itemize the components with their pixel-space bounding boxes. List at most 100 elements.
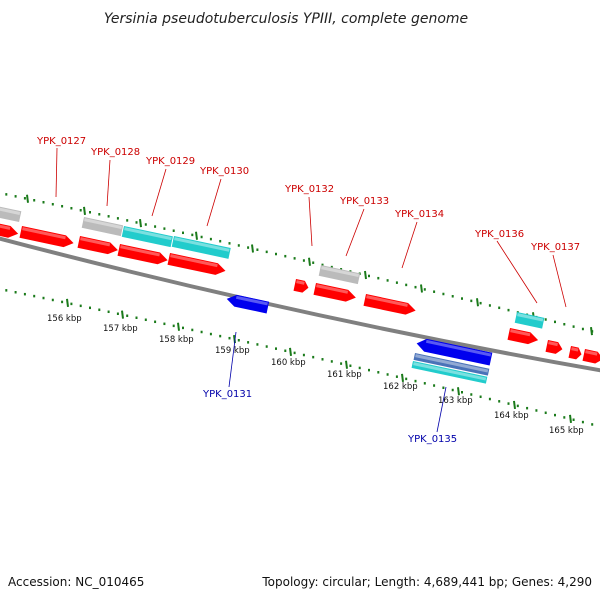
feature-cds-forward[interactable]: [77, 236, 120, 256]
feature-other[interactable]: [0, 205, 22, 222]
tick-minor: [163, 227, 166, 230]
tick-minor: [256, 343, 259, 346]
label-leader: [308, 196, 313, 247]
tick-minor: [526, 406, 529, 410]
genome-backbone: [0, 236, 600, 373]
tick-minor: [535, 409, 538, 412]
label-leader: [552, 254, 567, 308]
feature-cds-forward[interactable]: [568, 346, 583, 360]
tick-minor: [219, 239, 222, 243]
tick-major: [251, 244, 254, 253]
gene-label-ypk-0135[interactable]: YPK_0135: [407, 434, 457, 445]
ruler-label: 163 kbp: [438, 396, 473, 406]
tick-minor: [126, 219, 129, 222]
tick-minor: [42, 296, 45, 300]
tick-minor: [461, 391, 463, 394]
tick-minor: [219, 334, 222, 338]
ruler-label: 162 kbp: [383, 382, 418, 392]
tick-major: [139, 219, 142, 228]
tick-minor: [423, 382, 426, 385]
tick-minor: [488, 397, 491, 401]
gene-label-ypk-0137[interactable]: YPK_0137: [530, 242, 580, 253]
tick-minor: [302, 353, 305, 357]
label-leader: [206, 178, 222, 227]
feature-cds-forward[interactable]: [167, 253, 227, 277]
tick-minor: [265, 250, 268, 254]
tick-minor: [442, 292, 445, 296]
reverse-gene-labels: YPK_0131 YPK_0135: [202, 389, 457, 445]
gene-label-ypk-0128[interactable]: YPK_0128: [90, 147, 140, 158]
feature-cds-reverse[interactable]: [415, 337, 493, 366]
tick-minor: [107, 310, 110, 314]
feature-other[interactable]: [81, 217, 124, 237]
tick-major: [590, 326, 593, 336]
tick-minor: [544, 318, 547, 321]
tick-minor: [98, 213, 101, 216]
tick-minor: [237, 339, 240, 342]
tick-minor: [395, 281, 398, 284]
tick-minor: [498, 306, 501, 310]
feature-rna[interactable]: [411, 361, 488, 384]
feature-other[interactable]: [318, 265, 361, 285]
feature-cds-reverse[interactable]: [226, 293, 270, 314]
tick-minor: [5, 193, 8, 196]
map-title: Yersinia pseudotuberculosis YPIII, compl…: [104, 11, 468, 27]
tick-minor: [591, 423, 594, 426]
tick-minor: [126, 314, 129, 318]
tick-minor: [163, 322, 166, 326]
tick-minor: [358, 366, 361, 370]
forward-gene-labels: YPK_0127 YPK_0128 YPK_0129 YPK_0130 YPK_…: [36, 136, 580, 253]
feature-rna[interactable]: [121, 226, 173, 248]
tick-minor: [581, 327, 584, 331]
tick-minor: [442, 386, 445, 390]
gene-label-ypk-0129[interactable]: YPK_0129: [145, 156, 195, 167]
tick-minor: [98, 308, 101, 312]
tick-minor: [275, 347, 277, 350]
tick-minor: [247, 246, 250, 249]
gene-label-ypk-0132[interactable]: YPK_0132: [284, 184, 334, 195]
tick-minor: [330, 360, 333, 363]
feature-cds-forward[interactable]: [582, 349, 600, 365]
inner-tick-ring: [5, 289, 594, 426]
tick-minor: [507, 402, 510, 405]
tick-minor: [470, 393, 473, 396]
tick-minor: [312, 355, 315, 359]
feature-cds-forward[interactable]: [545, 340, 564, 355]
feature-cds-forward[interactable]: [507, 328, 540, 346]
tick-minor: [172, 324, 175, 328]
tick-minor: [349, 364, 352, 368]
tick-minor: [284, 349, 287, 353]
tick-minor: [433, 290, 436, 293]
accession-text: Accession: NC_010465: [8, 575, 144, 589]
tick-minor: [321, 263, 324, 267]
tick-minor: [451, 388, 454, 392]
feature-cds-forward[interactable]: [363, 294, 417, 317]
feature-cds-forward[interactable]: [0, 222, 19, 240]
gene-label-ypk-0127[interactable]: YPK_0127: [36, 136, 86, 147]
feature-cds-forward[interactable]: [313, 283, 358, 303]
feature-cds-forward[interactable]: [117, 244, 169, 266]
tick-minor: [209, 237, 212, 241]
feature-rna[interactable]: [514, 312, 545, 329]
feature-cds-forward[interactable]: [19, 226, 75, 249]
tick-minor: [116, 312, 119, 316]
tick-major: [401, 373, 404, 382]
gene-label-ypk-0134[interactable]: YPK_0134: [394, 209, 444, 220]
tick-minor: [395, 375, 398, 378]
feature-cds-forward[interactable]: [293, 279, 310, 294]
tick-minor: [191, 328, 194, 332]
feature-other[interactable]: [413, 353, 490, 376]
tick-minor: [135, 316, 138, 320]
feature-rna[interactable]: [171, 236, 231, 259]
ruler-label: 159 kbp: [215, 346, 250, 356]
gene-label-ypk-0131[interactable]: YPK_0131: [202, 389, 252, 400]
ruler-label: 156 kbp: [47, 314, 82, 324]
gene-label-ypk-0130[interactable]: YPK_0130: [199, 166, 249, 177]
gene-label-ypk-0133[interactable]: YPK_0133: [339, 196, 389, 207]
tick-minor: [182, 326, 184, 330]
tick-minor: [572, 325, 575, 328]
tick-minor: [368, 368, 370, 372]
gene-label-ypk-0136[interactable]: YPK_0136: [474, 229, 524, 240]
tick-minor: [312, 261, 315, 264]
